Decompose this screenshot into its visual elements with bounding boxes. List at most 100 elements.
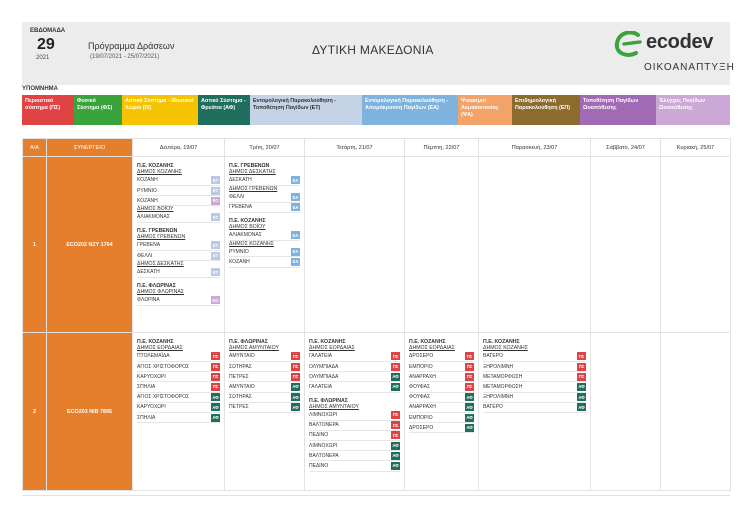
location-name: ΟΛΥΜΠΙΑΔΑ [309, 373, 339, 380]
location-name: ΦΟΥΦΑΣ [409, 394, 431, 401]
day-cell [660, 332, 731, 491]
municipality-label: ΔΗΜΟΣ ΚΟΖΑΝΗΣ [483, 345, 528, 352]
location-name: ΑΝΑΡΡΑΧΗ [409, 373, 436, 380]
location-row: ΡΥΜΝΙΟ ΕΤ [137, 186, 220, 197]
location-name: ΒΑΤΕΡΟ [483, 404, 503, 411]
location-name: ΔΡΟΣΕΡΟ [409, 424, 434, 431]
location-row: ΑΜΥΝΤΑΙΟ ΑΦ [229, 382, 300, 393]
location-name: ΓΑΛΑΤΕΙΑ [309, 353, 333, 360]
legend-item: Έλεγχος Παγίδων Ωοαπόθεσης [656, 95, 730, 125]
day-cell [478, 156, 591, 333]
location-row: ΦΛΩΡΙΝΑ ΕΟ [137, 296, 220, 306]
activity-tag: ΑΦ [211, 413, 220, 422]
row-number: 2 [22, 332, 47, 491]
location-name: ΦΕΛΛΙ [137, 252, 153, 259]
location-name: ΠΕΔΙΝΟ [309, 462, 329, 469]
header-banner: ΕΒΔΟΜΑΔΑ 29 2021 Πρόγραμμα Δράσεων (19/0… [22, 22, 734, 85]
activity-tag: ΑΦ [291, 403, 300, 412]
activity-tag: ΠΣ [465, 352, 474, 361]
municipality-label: ΔΗΜΟΣ ΦΛΩΡΙΝΑΣ [137, 289, 185, 296]
location-row: ΞΗΡΟΛΙΜΝΗ ΠΣ [483, 362, 586, 373]
location-name: ΛΙΜΝΟΧΩΡΙ [309, 442, 338, 449]
location-name: ΓΑΛΑΤΕΙΑ [309, 383, 333, 390]
activity-tag: ΕΤ [211, 251, 220, 260]
activity-tag: ΑΦ [391, 461, 400, 470]
location-row: ΓΡΕΒΕΝΑ ΕΑ [229, 203, 300, 213]
day-cell [590, 332, 661, 491]
legend-item: Φυσικό Σύστημα (ΦΣ) [74, 95, 122, 125]
location-row: ΜΕΤΑΜΟΡΦΩΣΗ ΑΦ [483, 382, 586, 393]
activity-tag: ΕΤ [211, 268, 220, 277]
location-row: ΒΑΤΕΡΟ ΠΣ [483, 352, 586, 362]
location-name: ΦΕΛΛΙ [229, 194, 245, 200]
regional-unit-title: Π.Ε. ΚΟΖΑΝΗΣ [483, 339, 520, 345]
logo-text: ecodev [646, 31, 714, 53]
activity-tag: ΕΑ [291, 247, 300, 256]
location-name: ΣΠΗΛΙΑ [137, 414, 156, 421]
activity-tag: ΠΣ [465, 372, 474, 381]
location-row: ΓΑΛΑΤΕΙΑ ΑΦ [309, 382, 400, 393]
municipality-label: ΔΗΜΟΣ ΑΜΥΝΤΑΙΟΥ [229, 345, 279, 352]
activity-tag: ΠΣ [391, 431, 400, 440]
column-header-day: Σάββατο, 24/07 [590, 138, 661, 157]
region-title: ΔΥΤΙΚΗ ΜΑΚΕΔΟΝΙΑ [312, 43, 434, 57]
location-row: ΓΑΛΑΤΕΙΑ ΠΣ [309, 352, 400, 362]
location-row: ΒΑΛΤΟΝΕΡΑ ΠΣ [309, 421, 400, 431]
activity-tag: ΑΦ [391, 441, 400, 450]
location-name: ΚΟΖΑΝΗ [137, 197, 158, 204]
activity-tag: ΕΤ [211, 176, 220, 185]
municipality-label: ΔΗΜΟΣ ΕΟΡΔΑΙΑΣ [137, 345, 183, 352]
activity-tag: ΠΣ [291, 362, 300, 371]
team-name: ECO202 NZY 1764 [46, 156, 133, 333]
legend-item: Εντομολογική Παρακολούθηση - Απομάκρυνση… [362, 95, 458, 125]
location-row: ΠΕΤΡΕΣ ΠΣ [229, 372, 300, 383]
location-row: ΔΡΟΣΕΡΟ ΑΦ [409, 423, 474, 434]
location-name: ΒΑΛΤΟΝΕΡΑ [309, 452, 339, 459]
activity-tag: ΑΦ [391, 451, 400, 460]
column-header-day: Κυριακή, 25/07 [660, 138, 731, 157]
location-row: ΣΠΗΛΙΑ ΠΣ [137, 382, 220, 393]
location-name: ΓΡΕΒΕΝΑ [137, 242, 161, 249]
location-name: ΚΑΡΥΟΧΩΡΙ [137, 404, 166, 411]
activity-tag: ΕΑ [291, 193, 300, 201]
day-cell: Π.Ε. ΦΛΩΡΙΝΑΣ ΔΗΜΟΣ ΑΜΥΝΤΑΙΟΥ ΑΜΥΝΤΑΙΟ ΠΣ ΣΩ… [224, 332, 305, 491]
legend-item: Περιαστικό σύστημα (ΠΣ) [22, 95, 74, 125]
activity-tag: ΑΦ [291, 382, 300, 391]
location-row: ΦΕΛΛΙ ΕΤ [137, 251, 220, 262]
location-row: ΠΕΤΡΕΣ ΑΦ [229, 403, 300, 413]
column-header-day: Δευτέρα, 19/07 [132, 138, 225, 157]
location-name: ΑΓΙΟΣ ΧΡΙΣΤΟΦΟΡΟΣ [137, 394, 190, 401]
location-row: ΚΟΖΑΝΗ ΕΟ [137, 196, 220, 207]
location-name: ΑΛΙΑΚΜΟΝΑΣ [229, 232, 262, 239]
municipality-label: ΔΗΜΟΣ ΚΟΖΑΝΗΣ [229, 240, 274, 247]
activity-tag: ΠΣ [465, 382, 474, 391]
municipality-label: ΔΗΜΟΣ ΓΡΕΒΕΝΩΝ [137, 234, 186, 241]
location-row: ΠΤΟΛΕΜΑΪΔΑ ΠΣ [137, 352, 220, 362]
activity-tag: ΕΟ [211, 196, 220, 205]
regional-unit-title: Π.Ε. ΓΡΕΒΕΝΩΝ [137, 227, 178, 234]
activity-tag: ΠΣ [211, 372, 220, 381]
activity-tag: ΕΟ [211, 296, 220, 305]
legend-item: Επιδημιολογική Παρακολούθηση (ΕΠ) [512, 95, 580, 125]
location-row: ΒΑΛΤΟΝΕΡΑ ΑΦ [309, 451, 400, 462]
activity-tag: ΑΦ [577, 382, 586, 391]
ecodev-logo-icon [614, 31, 642, 57]
day-cell: Π.Ε. ΚΟΖΑΝΗΣ ΔΗΜΟΣ ΚΟΖΑΝΗΣ ΒΑΤΕΡΟ ΠΣ ΞΗΡΟΛΙΜ… [478, 332, 591, 491]
day-cell [660, 156, 731, 333]
activity-tag: ΠΣ [211, 362, 220, 371]
location-row: ΛΙΜΝΟΧΩΡΙ ΑΦ [309, 441, 400, 452]
team-name: ECO203 NIB 7895 [46, 332, 133, 491]
regional-unit-title: Π.Ε. ΚΟΖΑΝΗΣ [309, 339, 346, 345]
activity-tag: ΠΣ [577, 352, 586, 361]
activity-tag: ΠΣ [211, 352, 220, 361]
municipality-label: ΔΗΜΟΣ ΚΟΖΑΝΗΣ [137, 169, 182, 176]
activity-tag: ΕΤ [211, 186, 220, 195]
day-cell [404, 156, 479, 333]
legend-item: Τοποθέτηση Παγίδων Ωοαπόθεσης [580, 95, 656, 125]
location-name: ΑΓΙΟΣ ΧΡΙΣΤΟΦΟΡΟΣ [137, 363, 190, 370]
location-name: ΜΕΤΑΜΟΡΦΩΣΗ [483, 373, 523, 380]
day-cell: Π.Ε. ΚΟΖΑΝΗΣ ΔΗΜΟΣ ΕΟΡΔΑΙΑΣ ΔΡΟΣΕΡΟ ΠΣ ΕΜΠΟΡ… [404, 332, 479, 491]
day-cell [590, 156, 661, 333]
activity-tag: ΑΦ [291, 393, 300, 402]
location-row: ΛΙΜΝΟΧΩΡΙ ΠΣ [309, 410, 400, 421]
